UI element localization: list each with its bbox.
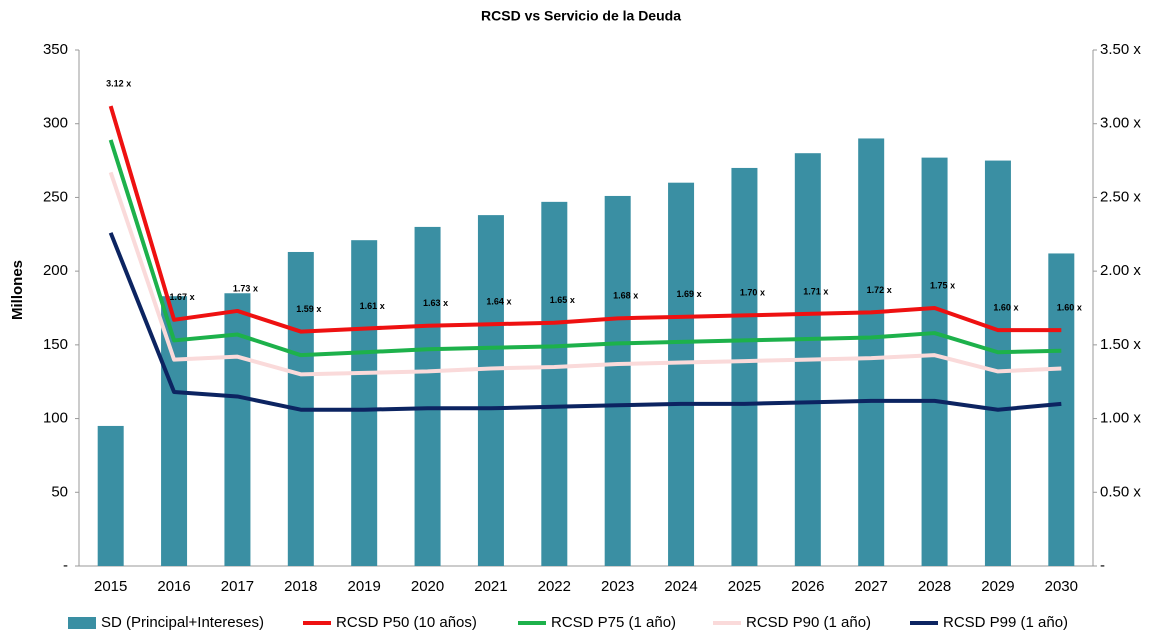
x-tick-label: 2016 — [157, 578, 190, 595]
data-label: 1.73 x — [233, 283, 258, 293]
y2-tick-label: 0.50 x — [1100, 483, 1141, 500]
x-tick-label: 2019 — [348, 578, 381, 595]
y-tick-label: 300 — [43, 115, 68, 132]
data-label: 1.65 x — [550, 295, 575, 305]
bar — [984, 160, 1011, 567]
y2-tick-label: - — [1100, 557, 1105, 574]
legend-label: RCSD P75 (1 año) — [551, 614, 676, 631]
x-tick-label: 2015 — [94, 578, 127, 595]
line — [108, 105, 1062, 334]
x-tick-label: 2017 — [221, 578, 254, 595]
y2-tick-label: 2.00 x — [1100, 262, 1141, 279]
data-label: 1.69 x — [677, 289, 702, 299]
y-axis-title: Millones — [9, 260, 26, 320]
x-tick-label: 2027 — [855, 578, 888, 595]
y-tick-label: 350 — [43, 41, 68, 58]
y-tick-label: 100 — [43, 410, 68, 427]
data-label: 1.68 x — [613, 291, 638, 301]
y2-tick-label: 1.00 x — [1100, 410, 1141, 427]
bar — [541, 201, 568, 566]
y-tick-label: 150 — [43, 336, 68, 353]
line — [108, 232, 1062, 412]
y-tick-label: - — [63, 557, 68, 574]
line — [108, 139, 1062, 358]
data-label: 3.12 x — [106, 78, 131, 88]
y2-tick-label: 3.00 x — [1100, 115, 1141, 132]
legend-label: RCSD P50 (10 años) — [336, 614, 477, 631]
bar — [414, 226, 441, 566]
bar — [858, 138, 885, 566]
bar — [731, 167, 758, 566]
y-tick-label: 50 — [51, 483, 68, 500]
bar — [668, 182, 695, 566]
data-label: 1.59 x — [296, 304, 321, 314]
x-tick-label: 2028 — [918, 578, 951, 595]
data-label: 1.60 x — [1057, 302, 1082, 312]
x-tick-label: 2022 — [538, 578, 571, 595]
line — [108, 171, 1062, 377]
data-label: 1.60 x — [993, 302, 1018, 312]
data-label: 1.75 x — [930, 280, 955, 290]
data-label: 1.72 x — [867, 285, 892, 295]
bar — [351, 240, 378, 566]
y2-tick-label: 2.50 x — [1100, 188, 1141, 205]
data-label: 1.71 x — [803, 286, 828, 296]
x-tick-label: 2020 — [411, 578, 444, 595]
bar — [921, 157, 948, 566]
y2-tick-label: 3.50 x — [1100, 41, 1141, 58]
data-label: 1.67 x — [170, 292, 195, 302]
x-tick-label: 2018 — [284, 578, 317, 595]
data-label: 1.61 x — [360, 301, 385, 311]
bar — [477, 215, 504, 566]
legend-swatch — [68, 617, 96, 629]
x-tick-label: 2023 — [601, 578, 634, 595]
x-tick-label: 2029 — [981, 578, 1014, 595]
y2-tick-label: 1.50 x — [1100, 336, 1141, 353]
bar — [1048, 253, 1075, 567]
y-tick-label: 250 — [43, 188, 68, 205]
legend-label: RCSD P90 (1 año) — [746, 614, 871, 631]
chart-title: RCSD vs Servicio de la Deuda — [481, 8, 681, 24]
x-tick-label: 2024 — [664, 578, 697, 595]
bar — [97, 425, 124, 566]
y-tick-label: 200 — [43, 262, 68, 279]
bar — [604, 195, 631, 566]
x-tick-label: 2026 — [791, 578, 824, 595]
x-tick-label: 2030 — [1045, 578, 1078, 595]
legend-label: RCSD P99 (1 año) — [943, 614, 1068, 631]
data-label: 1.70 x — [740, 288, 765, 298]
x-tick-label: 2025 — [728, 578, 761, 595]
data-label: 1.63 x — [423, 298, 448, 308]
data-label: 1.64 x — [486, 297, 511, 307]
x-tick-label: 2021 — [474, 578, 507, 595]
legend-label: SD (Principal+Intereses) — [101, 614, 264, 631]
